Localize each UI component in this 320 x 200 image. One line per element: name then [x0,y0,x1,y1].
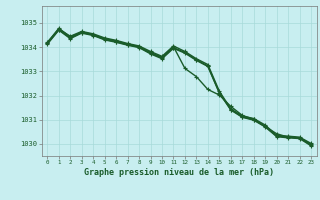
X-axis label: Graphe pression niveau de la mer (hPa): Graphe pression niveau de la mer (hPa) [84,168,274,177]
